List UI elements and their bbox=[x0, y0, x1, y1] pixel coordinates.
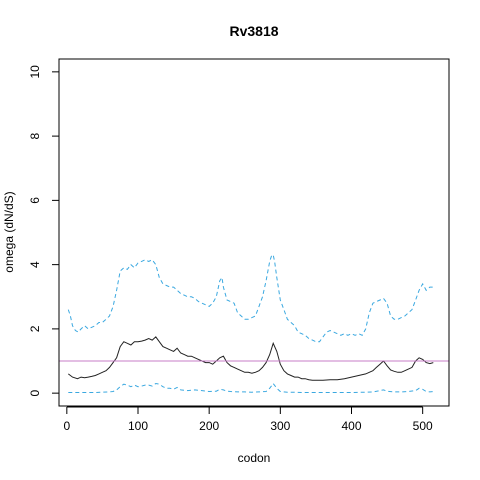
y-tick-label: 0 bbox=[28, 389, 42, 396]
series-layer bbox=[67, 254, 434, 393]
y-axis-label: omega (dN/dS) bbox=[2, 191, 16, 272]
x-tick-label: 200 bbox=[199, 419, 219, 433]
x-tick-label: 500 bbox=[413, 419, 433, 433]
x-axis: 0 100 200 300 400 500 bbox=[63, 406, 433, 433]
x-tick-label: 0 bbox=[63, 419, 70, 433]
series-line-3 bbox=[68, 382, 434, 393]
x-tick-label: 300 bbox=[270, 419, 290, 433]
y-axis: 0 2 4 6 8 10 bbox=[28, 65, 60, 396]
y-tick-label: 4 bbox=[28, 261, 42, 268]
x-tick-label: 400 bbox=[341, 419, 361, 433]
y-tick-label: 10 bbox=[28, 65, 42, 79]
series-line-1 bbox=[67, 254, 434, 343]
y-tick-label: 2 bbox=[28, 325, 42, 332]
x-axis-label: codon bbox=[238, 451, 271, 465]
x-tick-label: 100 bbox=[128, 419, 148, 433]
chart-title: Rv3818 bbox=[229, 23, 278, 39]
y-tick-label: 8 bbox=[28, 132, 42, 139]
y-tick-label: 6 bbox=[28, 197, 42, 204]
series-line-2 bbox=[67, 336, 434, 381]
